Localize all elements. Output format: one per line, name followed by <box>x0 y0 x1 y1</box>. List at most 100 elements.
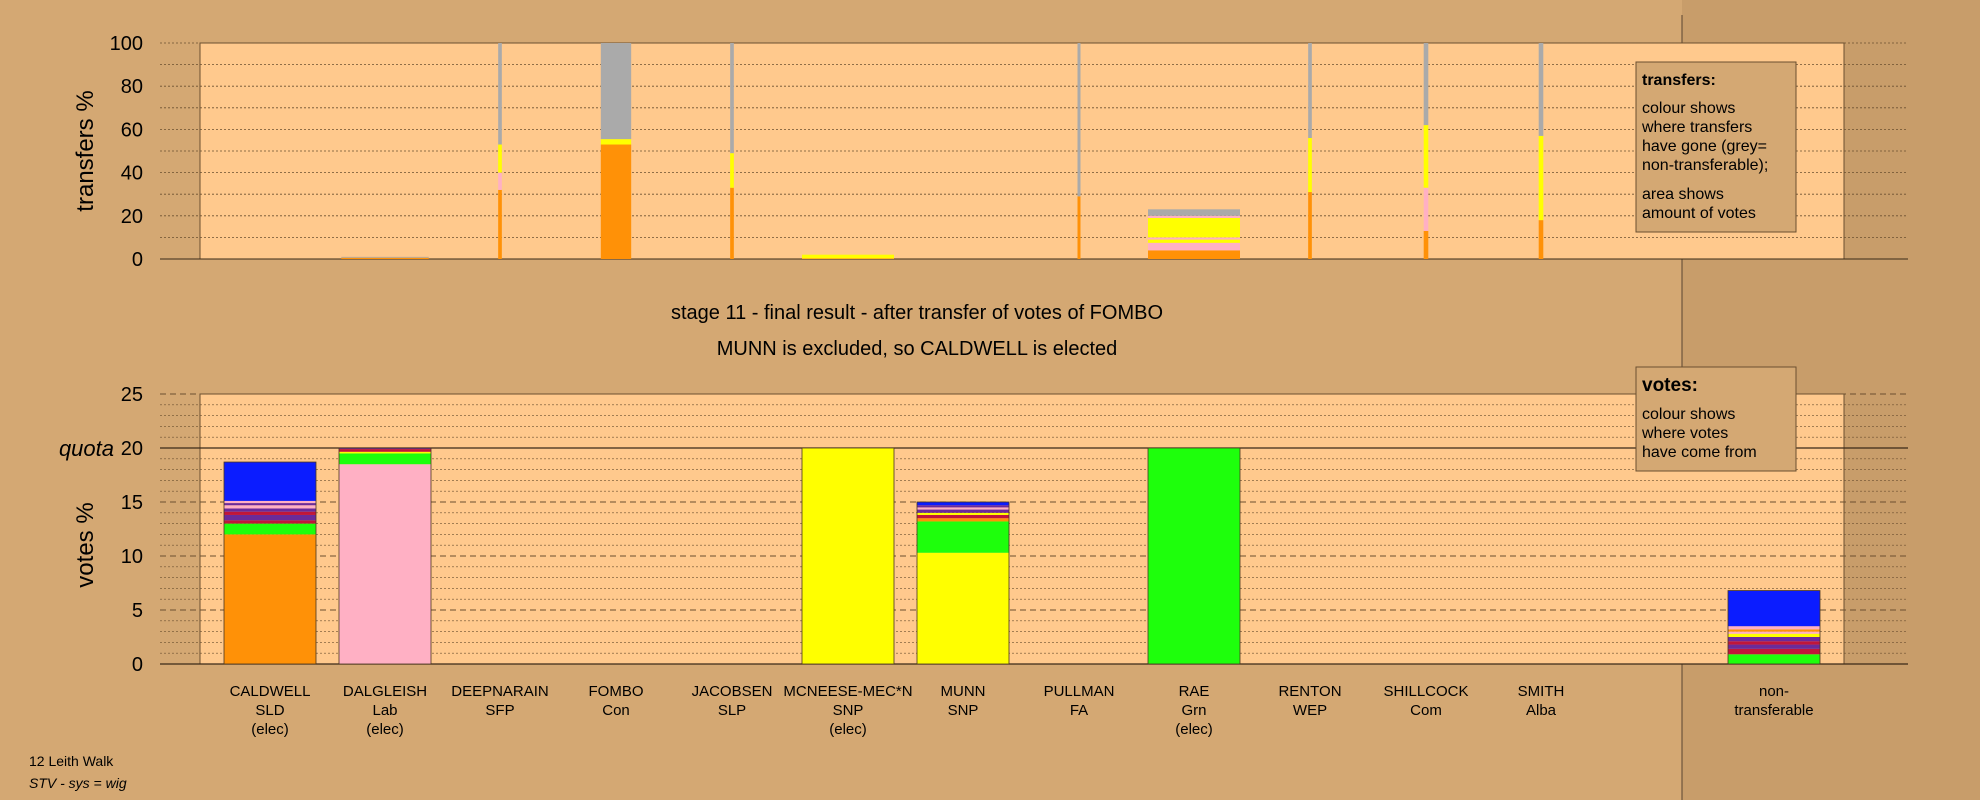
transfers-bar <box>600 43 632 259</box>
candidate-label: SHILLCOCK <box>1383 683 1468 700</box>
transfers-bar-segment <box>498 43 502 145</box>
transfers-bar-segment <box>730 187 734 259</box>
transfers-bar-segment <box>1538 135 1544 221</box>
candidate-label: SFP <box>485 702 514 719</box>
transfers-bar-segment <box>802 258 894 259</box>
transfers-bar-segment <box>1148 239 1240 243</box>
votes-bars <box>223 447 1821 665</box>
transfers-bar-segment <box>1423 187 1429 231</box>
candidate-label: WEP <box>1293 702 1327 719</box>
candidate-label: Grn <box>1181 702 1206 719</box>
transfers-bar-segment <box>1538 43 1544 136</box>
votes-bar-segment <box>1728 629 1820 632</box>
votes-bar-outline <box>1727 590 1821 665</box>
transfers-bar-segment <box>1148 209 1240 216</box>
transfers-legend-line: non-transferable); <box>1642 157 1768 174</box>
candidate-label: (elec) <box>366 721 404 738</box>
votes-bar-segment <box>339 464 431 664</box>
candidate-label: FOMBO <box>589 683 644 700</box>
votes-bar <box>338 447 432 665</box>
votes-bar-segment <box>917 514 1009 519</box>
votes-bar-segment <box>917 502 1009 506</box>
candidate-label: SLD <box>255 702 284 719</box>
votes-y-tick-label: 10 <box>121 546 143 568</box>
transfers-y-tick-label: 80 <box>121 76 143 98</box>
candidate-label: RAE <box>1179 683 1210 700</box>
transfers-bar-segment <box>1308 43 1312 139</box>
votes-y-tick-label: 0 <box>132 654 143 676</box>
votes-bar-segment <box>224 462 316 501</box>
transfers-bar-segment <box>341 257 429 259</box>
transfers-bar <box>1308 43 1312 259</box>
votes-bar-segment <box>224 534 316 664</box>
transfers-legend: transfers: colour shows where transfers … <box>1635 61 1797 233</box>
transfers-bar-segment <box>1423 43 1429 126</box>
votes-legend-line: have come from <box>1642 444 1757 461</box>
transfers-bar-segment <box>730 153 734 188</box>
transfers-bar-segment <box>600 144 632 259</box>
transfers-bar-segment <box>1423 230 1429 259</box>
transfers-bar-segment <box>600 43 632 140</box>
votes-y-tick-label: 20 <box>121 438 143 460</box>
transfers-bar-segment <box>498 189 502 259</box>
transfers-y-tick-label: 100 <box>110 33 143 55</box>
transfers-bar-segment <box>1423 125 1429 188</box>
transfers-bar-segment <box>1077 196 1081 259</box>
votes-bar-segment <box>1728 633 1820 637</box>
votes-gridlines <box>160 393 1908 665</box>
votes-chart: 0 5 10 15 20 25 CALDWELL SLD (elec) DALGLEISH Lab… <box>59 366 1908 738</box>
candidate-label: SMITH <box>1518 683 1565 700</box>
votes-bar-outline <box>1147 447 1241 665</box>
transfers-bar <box>730 43 734 259</box>
system-label: STV - sys = wig <box>29 775 127 791</box>
candidate-label: DEEPNARAIN <box>451 683 549 700</box>
transfers-legend-line: where transfers <box>1641 119 1752 136</box>
votes-bar-segment <box>1728 654 1820 664</box>
transfers-bar <box>498 43 502 259</box>
votes-bar <box>223 461 317 665</box>
transfers-bar <box>802 254 894 259</box>
candidate-label: DALGLEISH <box>343 683 427 700</box>
transfers-bar <box>341 256 429 259</box>
transfers-bar-segment <box>1148 215 1240 218</box>
candidate-label: Com <box>1410 702 1442 719</box>
transfers-y-axis-label: transfers % <box>72 90 99 211</box>
candidate-label: SNP <box>833 702 864 719</box>
votes-bar <box>1147 447 1241 665</box>
candidate-label: Alba <box>1526 702 1557 719</box>
candidate-label: CALDWELL <box>230 683 311 700</box>
transfers-bar-segment <box>1308 192 1312 259</box>
votes-legend-title: votes: <box>1642 375 1698 396</box>
votes-bar-outline <box>916 501 1010 665</box>
votes-bar-segment <box>339 453 431 465</box>
votes-y-tick-label: 25 <box>121 384 143 406</box>
votes-bar-segment <box>339 451 431 454</box>
candidate-label: FA <box>1070 702 1088 719</box>
votes-bar-segment <box>224 500 316 504</box>
stage-title: stage 11 - final result - after transfer… <box>671 302 1163 324</box>
transfers-legend-line: colour shows <box>1642 100 1735 117</box>
votes-bar-segment <box>339 449 431 452</box>
candidate-label: non- <box>1759 683 1789 700</box>
transfers-legend-line: amount of votes <box>1642 205 1756 222</box>
candidate-label: SNP <box>948 702 979 719</box>
transfers-bar-segment <box>600 139 632 145</box>
candidate-label: JACOBSEN <box>692 683 773 700</box>
votes-bar-segment <box>1728 648 1820 655</box>
votes-legend-line: where votes <box>1641 425 1728 442</box>
candidate-label: MUNN <box>941 683 986 700</box>
votes-legend-box <box>1635 366 1797 472</box>
votes-bar-segment <box>917 509 1009 513</box>
stage-subtitle: MUNN is excluded, so CALDWELL is elected <box>717 338 1118 360</box>
transfers-bar-segment <box>498 172 502 190</box>
votes-bar-segment <box>224 503 316 506</box>
transfers-bar-segment <box>1148 250 1240 259</box>
transfers-legend-line: area shows <box>1642 186 1724 203</box>
votes-bar-segment <box>1728 644 1820 649</box>
votes-bar-segment <box>224 505 316 509</box>
votes-bar-segment <box>917 552 1009 664</box>
votes-bar-segment <box>917 507 1009 510</box>
votes-y-tick-label: 5 <box>132 600 143 622</box>
